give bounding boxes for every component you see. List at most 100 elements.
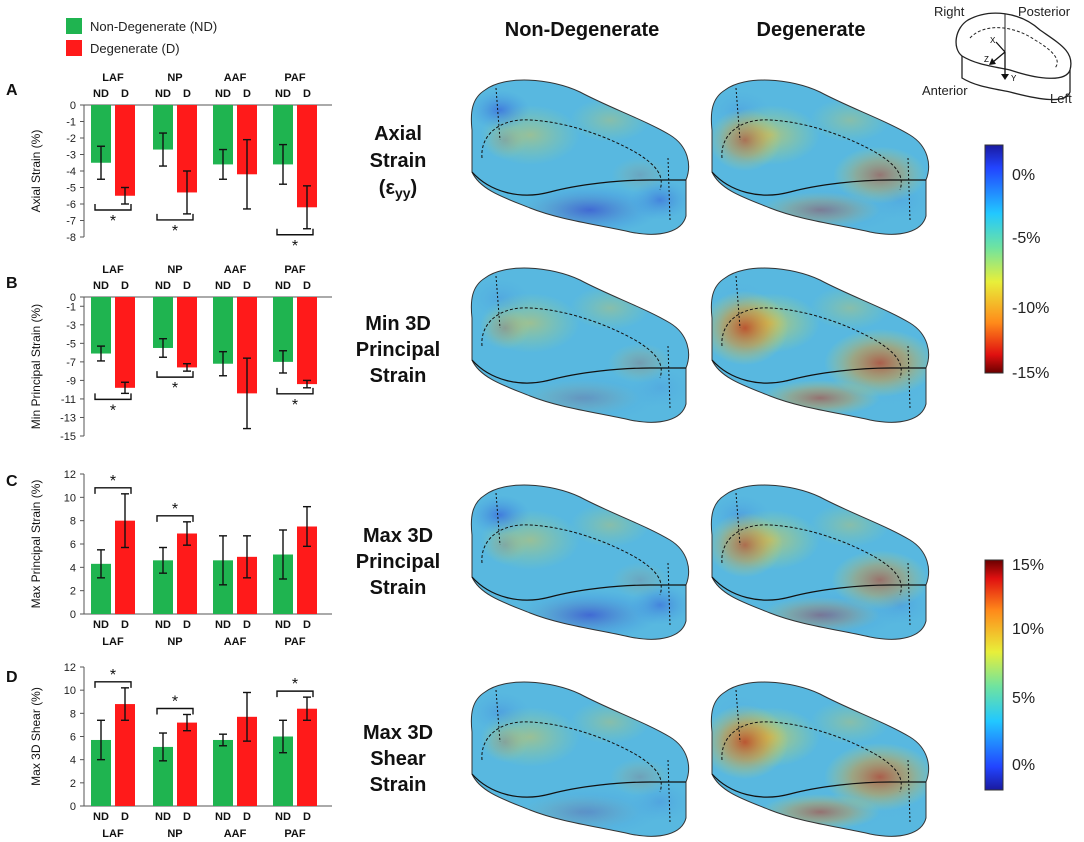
y-tick-label: -7	[66, 216, 76, 228]
bar-label: D	[121, 88, 129, 100]
group-label-aaf: AAF	[224, 636, 247, 648]
significance-marker: *	[110, 402, 116, 419]
y-tick-label: 8	[70, 708, 76, 720]
bar-np-d	[177, 533, 197, 614]
bar-label: D	[243, 619, 251, 631]
orientation-z-axis	[992, 51, 1006, 63]
orientation-disc-top	[955, 12, 1072, 79]
orientation-x-axis	[995, 41, 1006, 53]
disc-nd-row2	[470, 267, 690, 423]
y-axis-label: Max Principal Strain (%)	[29, 480, 43, 609]
bar-paf-d	[297, 105, 317, 208]
y-tick-label: -5	[66, 338, 76, 350]
y-tick-label: -1	[66, 117, 76, 129]
bar-laf-nd	[91, 563, 111, 614]
disc-texture	[711, 495, 929, 640]
y-tick-label: 4	[70, 755, 76, 767]
bar-aaf-d	[237, 556, 257, 614]
chart-panel-a: A 0 -1 -2 -3 -4 -5 -6 -7 -8 Axial Strain (%) ND D LAF…	[6, 72, 332, 255]
disc-texture	[471, 495, 689, 640]
significance-bracket	[94, 393, 132, 401]
strain-spot	[870, 782, 930, 822]
colorbar-tensile-label-0: 0%	[1012, 757, 1035, 774]
colorbar-compressive: 0% -5% -10% -15%	[984, 144, 1049, 382]
strain-spot	[471, 495, 530, 535]
bar-label: ND	[155, 811, 171, 823]
strain-spot	[630, 368, 689, 408]
strain-spot	[570, 98, 650, 142]
colorbar-tensile: 15% 10% 5% 0%	[984, 557, 1044, 791]
strain-spot	[711, 692, 770, 732]
disc-outline	[470, 681, 690, 837]
significance-bracket	[156, 707, 194, 715]
group-label-paf: PAF	[284, 636, 305, 648]
y-tick-label: 10	[64, 492, 76, 504]
disc-strain-maps	[470, 79, 930, 837]
bar-label: D	[121, 280, 129, 292]
disc-guide-line	[735, 492, 741, 546]
group-label-paf: PAF	[284, 828, 305, 840]
disc-top-edge	[471, 171, 686, 196]
disc-top-edge	[711, 773, 926, 798]
disc-guide-line	[735, 275, 741, 329]
bar-label: D	[183, 811, 191, 823]
disc-d-row2	[710, 267, 930, 423]
strain-spot	[630, 180, 689, 220]
disc-outline	[710, 79, 930, 235]
bar-laf-nd	[91, 739, 111, 806]
panel-letter: A	[6, 82, 18, 99]
group-label-paf: PAF	[284, 264, 305, 276]
colorbar-compressive-label-5: -5%	[1012, 230, 1040, 247]
strain-spot	[810, 503, 890, 547]
bar-laf-nd	[91, 105, 111, 163]
bar-label: ND	[93, 280, 109, 292]
row-title-axial-line1: Axial	[374, 123, 422, 145]
bar-paf-nd	[273, 554, 293, 614]
panel-letter: C	[6, 473, 18, 490]
y-tick-label: 12	[64, 662, 76, 674]
y-tick-label: 4	[70, 562, 76, 574]
y-tick-label: -7	[66, 357, 76, 369]
row-title-maxp-line3: Strain	[370, 577, 427, 599]
row-title-min-line2: Principal	[356, 339, 440, 361]
bar-aaf-nd	[213, 105, 233, 165]
bar-laf-d	[115, 704, 135, 806]
bar-laf-d	[115, 520, 135, 614]
bar-label: D	[183, 280, 191, 292]
disc-top-edge	[471, 359, 686, 384]
bar-label: ND	[215, 619, 231, 631]
bar-paf-d	[297, 297, 317, 385]
disc-guide-line	[495, 689, 501, 743]
colorbar-compressive-label-10: -10%	[1012, 300, 1049, 317]
strain-spot	[870, 585, 929, 625]
orientation-label-right: Right	[934, 4, 965, 19]
bar-label: ND	[215, 88, 231, 100]
y-axis-label: Max 3D Shear (%)	[29, 687, 43, 786]
row-title-maxp-line1: Max 3D	[363, 525, 433, 547]
legend-swatch-d	[66, 40, 82, 56]
disc-d-row4	[710, 681, 930, 837]
y-tick-label: 12	[64, 469, 76, 481]
row-title-min-line1: Min 3D	[365, 313, 431, 335]
disc-np-boundary	[481, 721, 662, 793]
bar-label: ND	[275, 619, 291, 631]
y-tick-label: -8	[66, 232, 76, 244]
panel-letter: B	[6, 275, 18, 292]
y-tick-label: 6	[70, 539, 76, 551]
y-tick-label: -1	[66, 301, 76, 313]
orientation-diagram: X Z Y Right Posterior Anterior Left	[922, 4, 1072, 106]
strain-spot	[471, 90, 530, 130]
bar-label: ND	[215, 811, 231, 823]
disc-texture	[711, 90, 929, 235]
disc-top-edge	[471, 773, 686, 798]
disc-outline	[470, 484, 690, 640]
significance-bracket	[276, 228, 314, 236]
bar-laf-nd	[91, 297, 111, 354]
bar-np-nd	[153, 105, 173, 150]
significance-bracket	[276, 387, 314, 395]
disc-guide-line	[495, 87, 501, 141]
orientation-y-arrow	[1001, 74, 1009, 80]
disc-outline	[710, 267, 930, 423]
